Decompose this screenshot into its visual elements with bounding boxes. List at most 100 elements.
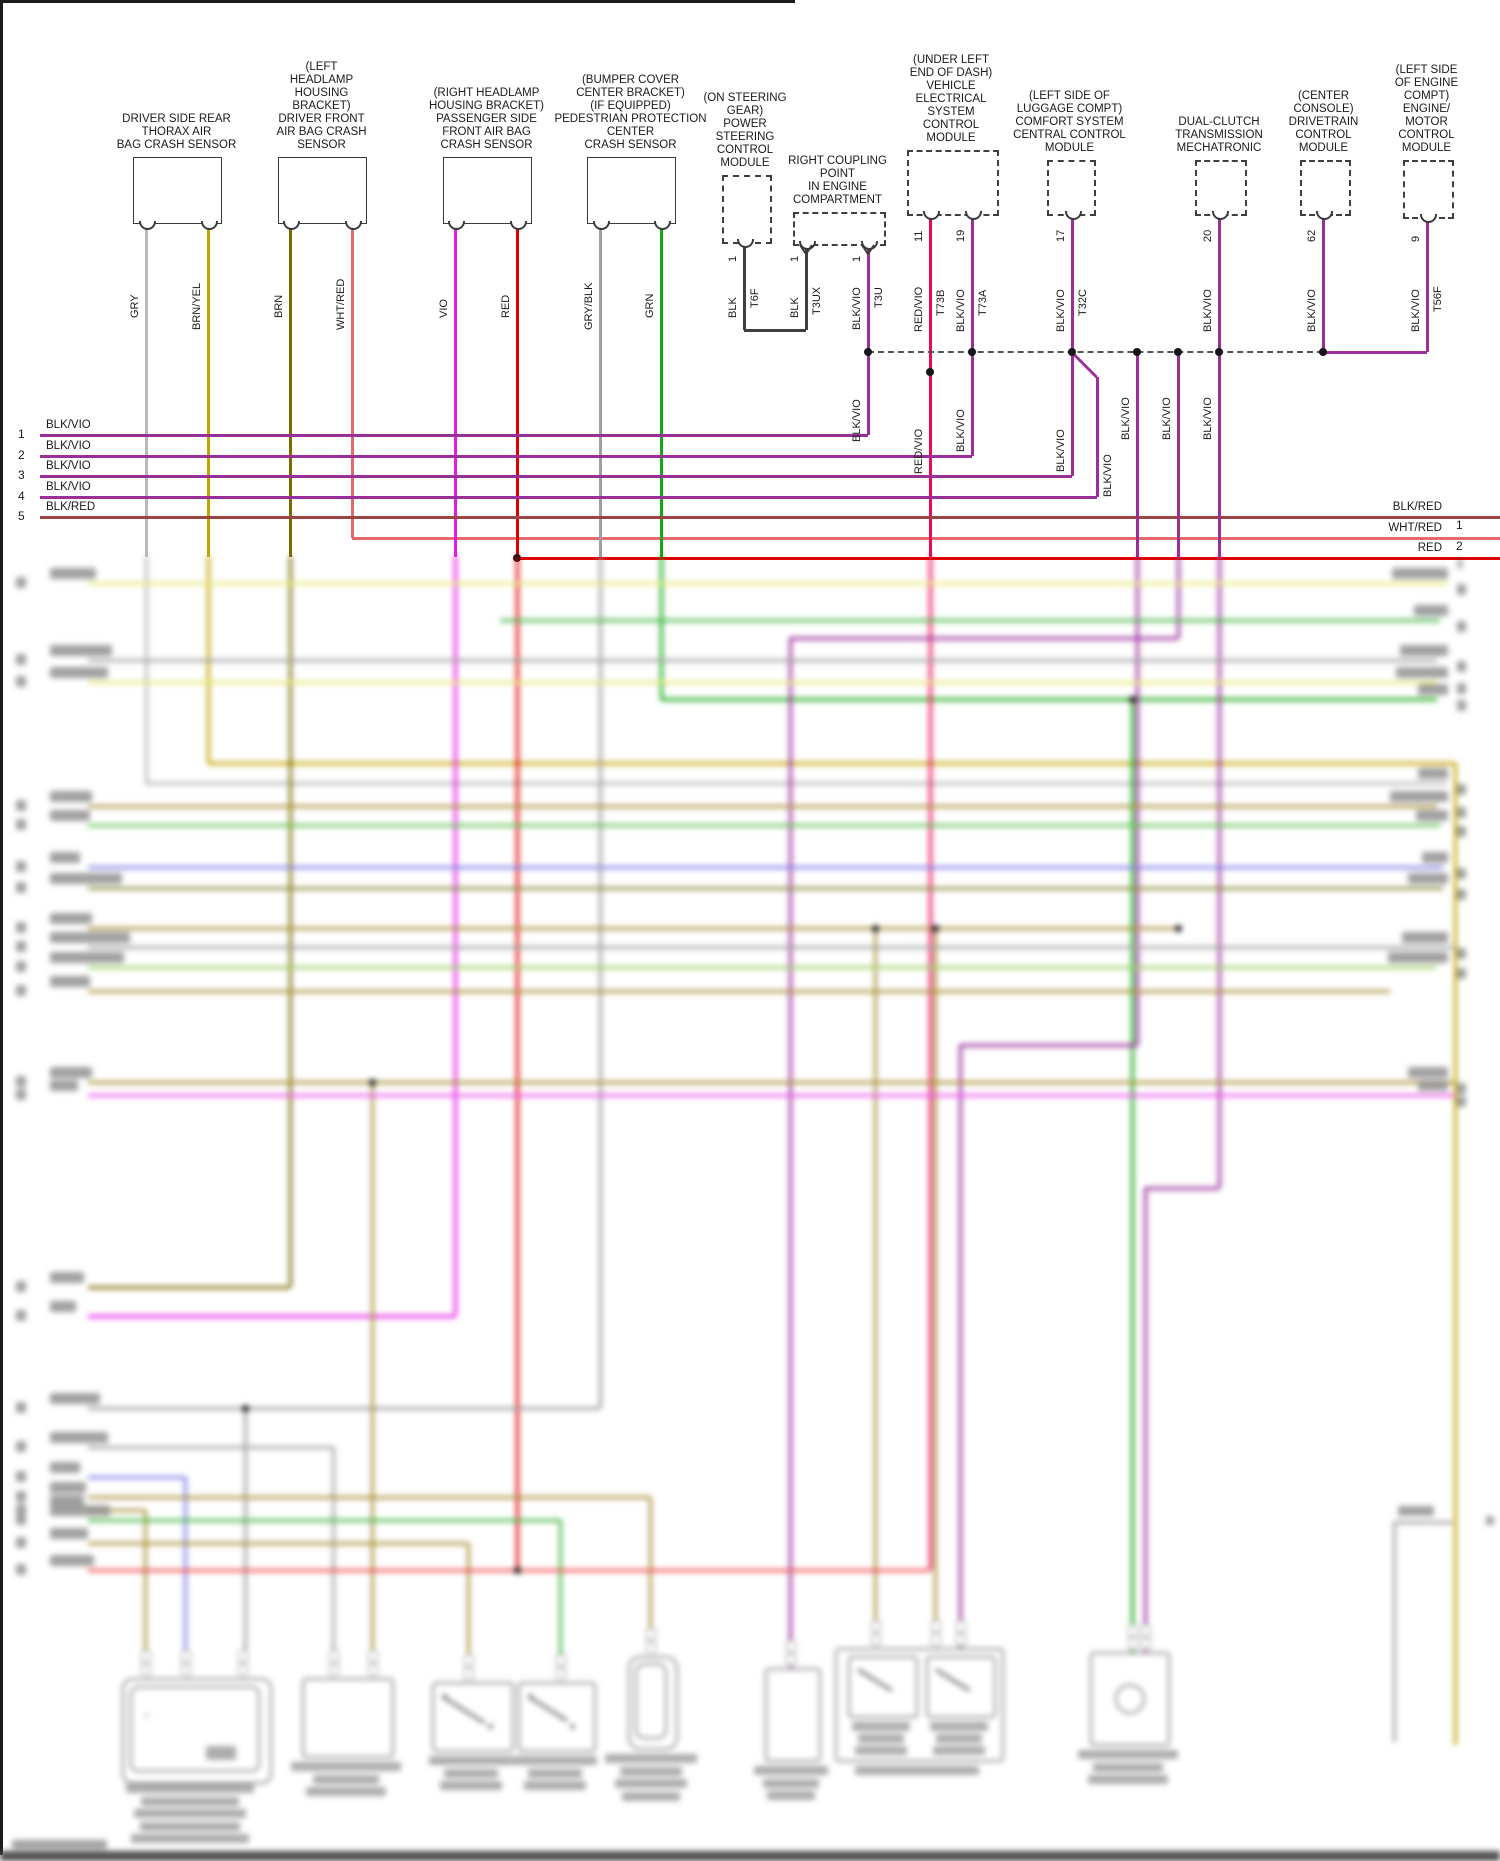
component-caption-line (524, 1781, 586, 1790)
component-caption-line (605, 1754, 697, 1763)
junction-dot (931, 924, 939, 932)
blur-row-number (16, 985, 26, 996)
component-caption-line (622, 1791, 680, 1801)
blur-row-label (50, 1080, 78, 1091)
wire-red (517, 556, 1500, 560)
blur-row-number (1457, 784, 1466, 795)
blur-text-blob (1398, 1506, 1434, 1516)
component-caption-line (444, 1768, 498, 1778)
component-caption-line (1093, 1762, 1163, 1772)
switch-caption-line (936, 1734, 982, 1743)
wire-label: RED/VIO (913, 428, 925, 474)
driver-front-sensor-label: (LEFT HEADLAMP HOUSING BRACKET) DRIVER F… (276, 61, 367, 151)
wire-label: T32C (1077, 289, 1089, 316)
blur-row-number (16, 819, 26, 830)
component-box (765, 1668, 821, 1762)
switch-caption-line (858, 1734, 904, 1743)
pedestrian-sensor-pin-arc (654, 221, 671, 230)
blur-row-label (50, 952, 124, 963)
mechatronic-module-box (1195, 160, 1247, 216)
switch-contact (528, 1694, 533, 1699)
blur-row-label (50, 1432, 108, 1443)
component-pin-connector (930, 1620, 941, 1633)
component-pin-connector (237, 1663, 248, 1676)
wire-blk-vio (40, 495, 1097, 499)
wire-label: BLK (789, 297, 801, 318)
blur-wire (88, 945, 1455, 949)
blur-wire (558, 1520, 562, 1656)
blur-wire (1394, 1520, 1452, 1524)
wire-label: 19 (955, 229, 967, 242)
blur-row-number (16, 1310, 26, 1321)
blur-row-label (1416, 810, 1448, 821)
bus-row-number-left: 5 (18, 509, 25, 523)
wire-blk-vio (1135, 352, 1139, 557)
component-caption-line (126, 1784, 254, 1793)
blur-row-number (16, 1537, 26, 1548)
blur-row-label (1418, 1080, 1448, 1091)
vehicle-electrical-module-pin-arc (965, 211, 982, 220)
component-box (432, 1682, 514, 1752)
bus-row-label-left: BLK/VIO (46, 419, 91, 431)
wire-blk-vio (1217, 218, 1221, 557)
blur-row-number (16, 1076, 26, 1087)
blur-wire (146, 781, 1447, 785)
component-pin-connector (1140, 1637, 1151, 1650)
blur-row-label (50, 645, 112, 656)
passenger-front-sensor-label: (RIGHT HEADLAMP HOUSING BRACKET) PASSENG… (428, 87, 544, 151)
blur-wire (288, 556, 292, 1287)
wire-label: BLK/VIO (1055, 289, 1067, 332)
wire-label: BLK/VIO (955, 289, 967, 332)
blur-row-label (50, 791, 92, 802)
junction-dot (1174, 348, 1182, 356)
bus-row-number-right: 3 (1456, 557, 1463, 571)
component-pin-connector (870, 1620, 881, 1633)
wire-label: 17 (1055, 229, 1067, 242)
blur-wire (88, 865, 1443, 869)
blur-row-number (16, 676, 26, 687)
junction-dot (1128, 695, 1136, 703)
wire-label: 1 (851, 255, 863, 262)
switch-contact (570, 1724, 575, 1729)
blur-row-label (50, 932, 130, 943)
component-caption-line (141, 1796, 239, 1806)
wire-blk-vio (40, 433, 868, 437)
blur-row-label (50, 1555, 94, 1566)
blur-row-label (50, 667, 108, 678)
component-pin-connector (1127, 1624, 1138, 1637)
pedestrian-sensor-box (587, 157, 676, 224)
blur-row-number (16, 861, 26, 872)
wire-label: RED (500, 294, 512, 318)
bus-dashed-line (868, 351, 1323, 353)
bus-row-number-left: 1 (18, 427, 25, 441)
vehicle-electrical-module-pin-arc (923, 211, 940, 220)
wire-label: T73B (935, 289, 947, 316)
wire-label: T73A (977, 289, 989, 316)
blur-row-number (1457, 807, 1466, 818)
blur-wire (88, 1495, 650, 1499)
blur-row-number (16, 961, 26, 972)
bus-row-label-left: BLK/VIO (46, 481, 91, 493)
engine-motor-control-module-pin-arc (1420, 214, 1437, 223)
blur-row-label (50, 873, 122, 884)
wire-gry (144, 229, 148, 557)
component-pin-connector (785, 1640, 796, 1653)
blur-row-number (16, 1564, 26, 1575)
driver-front-sensor-pin-arc (283, 221, 300, 230)
wire-label: 9 (1410, 235, 1422, 242)
junction-dot (871, 924, 879, 932)
wire-blk-vio (1176, 352, 1180, 557)
blur-wire (1135, 556, 1139, 1045)
blur-wire (88, 989, 1390, 993)
blur-wire (88, 1285, 290, 1289)
component-inner-detail (206, 1746, 236, 1760)
bus-row-number-left: 4 (18, 489, 25, 503)
component-caption-line (131, 1834, 249, 1843)
blur-row-number (16, 800, 26, 811)
switch-contact (442, 1694, 447, 1699)
wire-label: GRY (129, 294, 141, 318)
bus-row-label-right: WHT/RED (1388, 522, 1442, 534)
wire-label: 62 (1306, 229, 1318, 242)
thorax-sensor-box (133, 157, 222, 224)
blur-wire (243, 1408, 247, 1650)
